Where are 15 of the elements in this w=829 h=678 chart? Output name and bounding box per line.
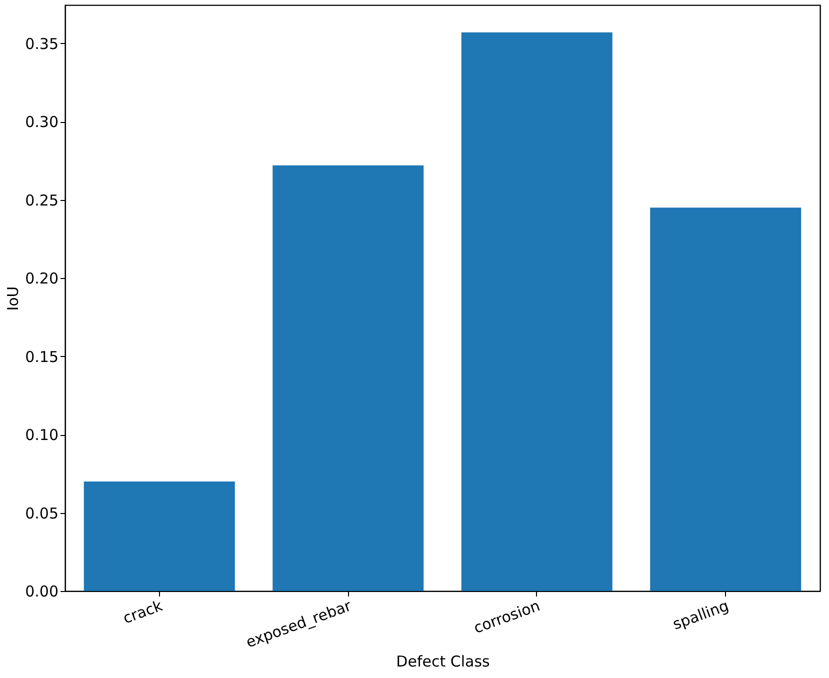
y-tick-label: 0.10 <box>25 426 58 444</box>
bar <box>84 481 235 591</box>
y-tick-label: 0.15 <box>25 348 58 366</box>
y-tick-label: 0.35 <box>25 34 58 53</box>
x-axis-title: Defect Class <box>396 652 490 670</box>
y-axis-title: IoU <box>4 286 22 311</box>
y-tick-label: 0.05 <box>25 504 58 522</box>
y-tick-label: 0.25 <box>25 191 58 210</box>
bar <box>461 32 612 591</box>
y-tick-label: 0.30 <box>25 113 58 132</box>
bar <box>650 208 802 591</box>
x-tick-label: crack <box>120 596 166 628</box>
y-tick-label: 0.00 <box>25 582 58 600</box>
bar <box>272 165 424 591</box>
y-tick-label: 0.20 <box>25 270 58 288</box>
